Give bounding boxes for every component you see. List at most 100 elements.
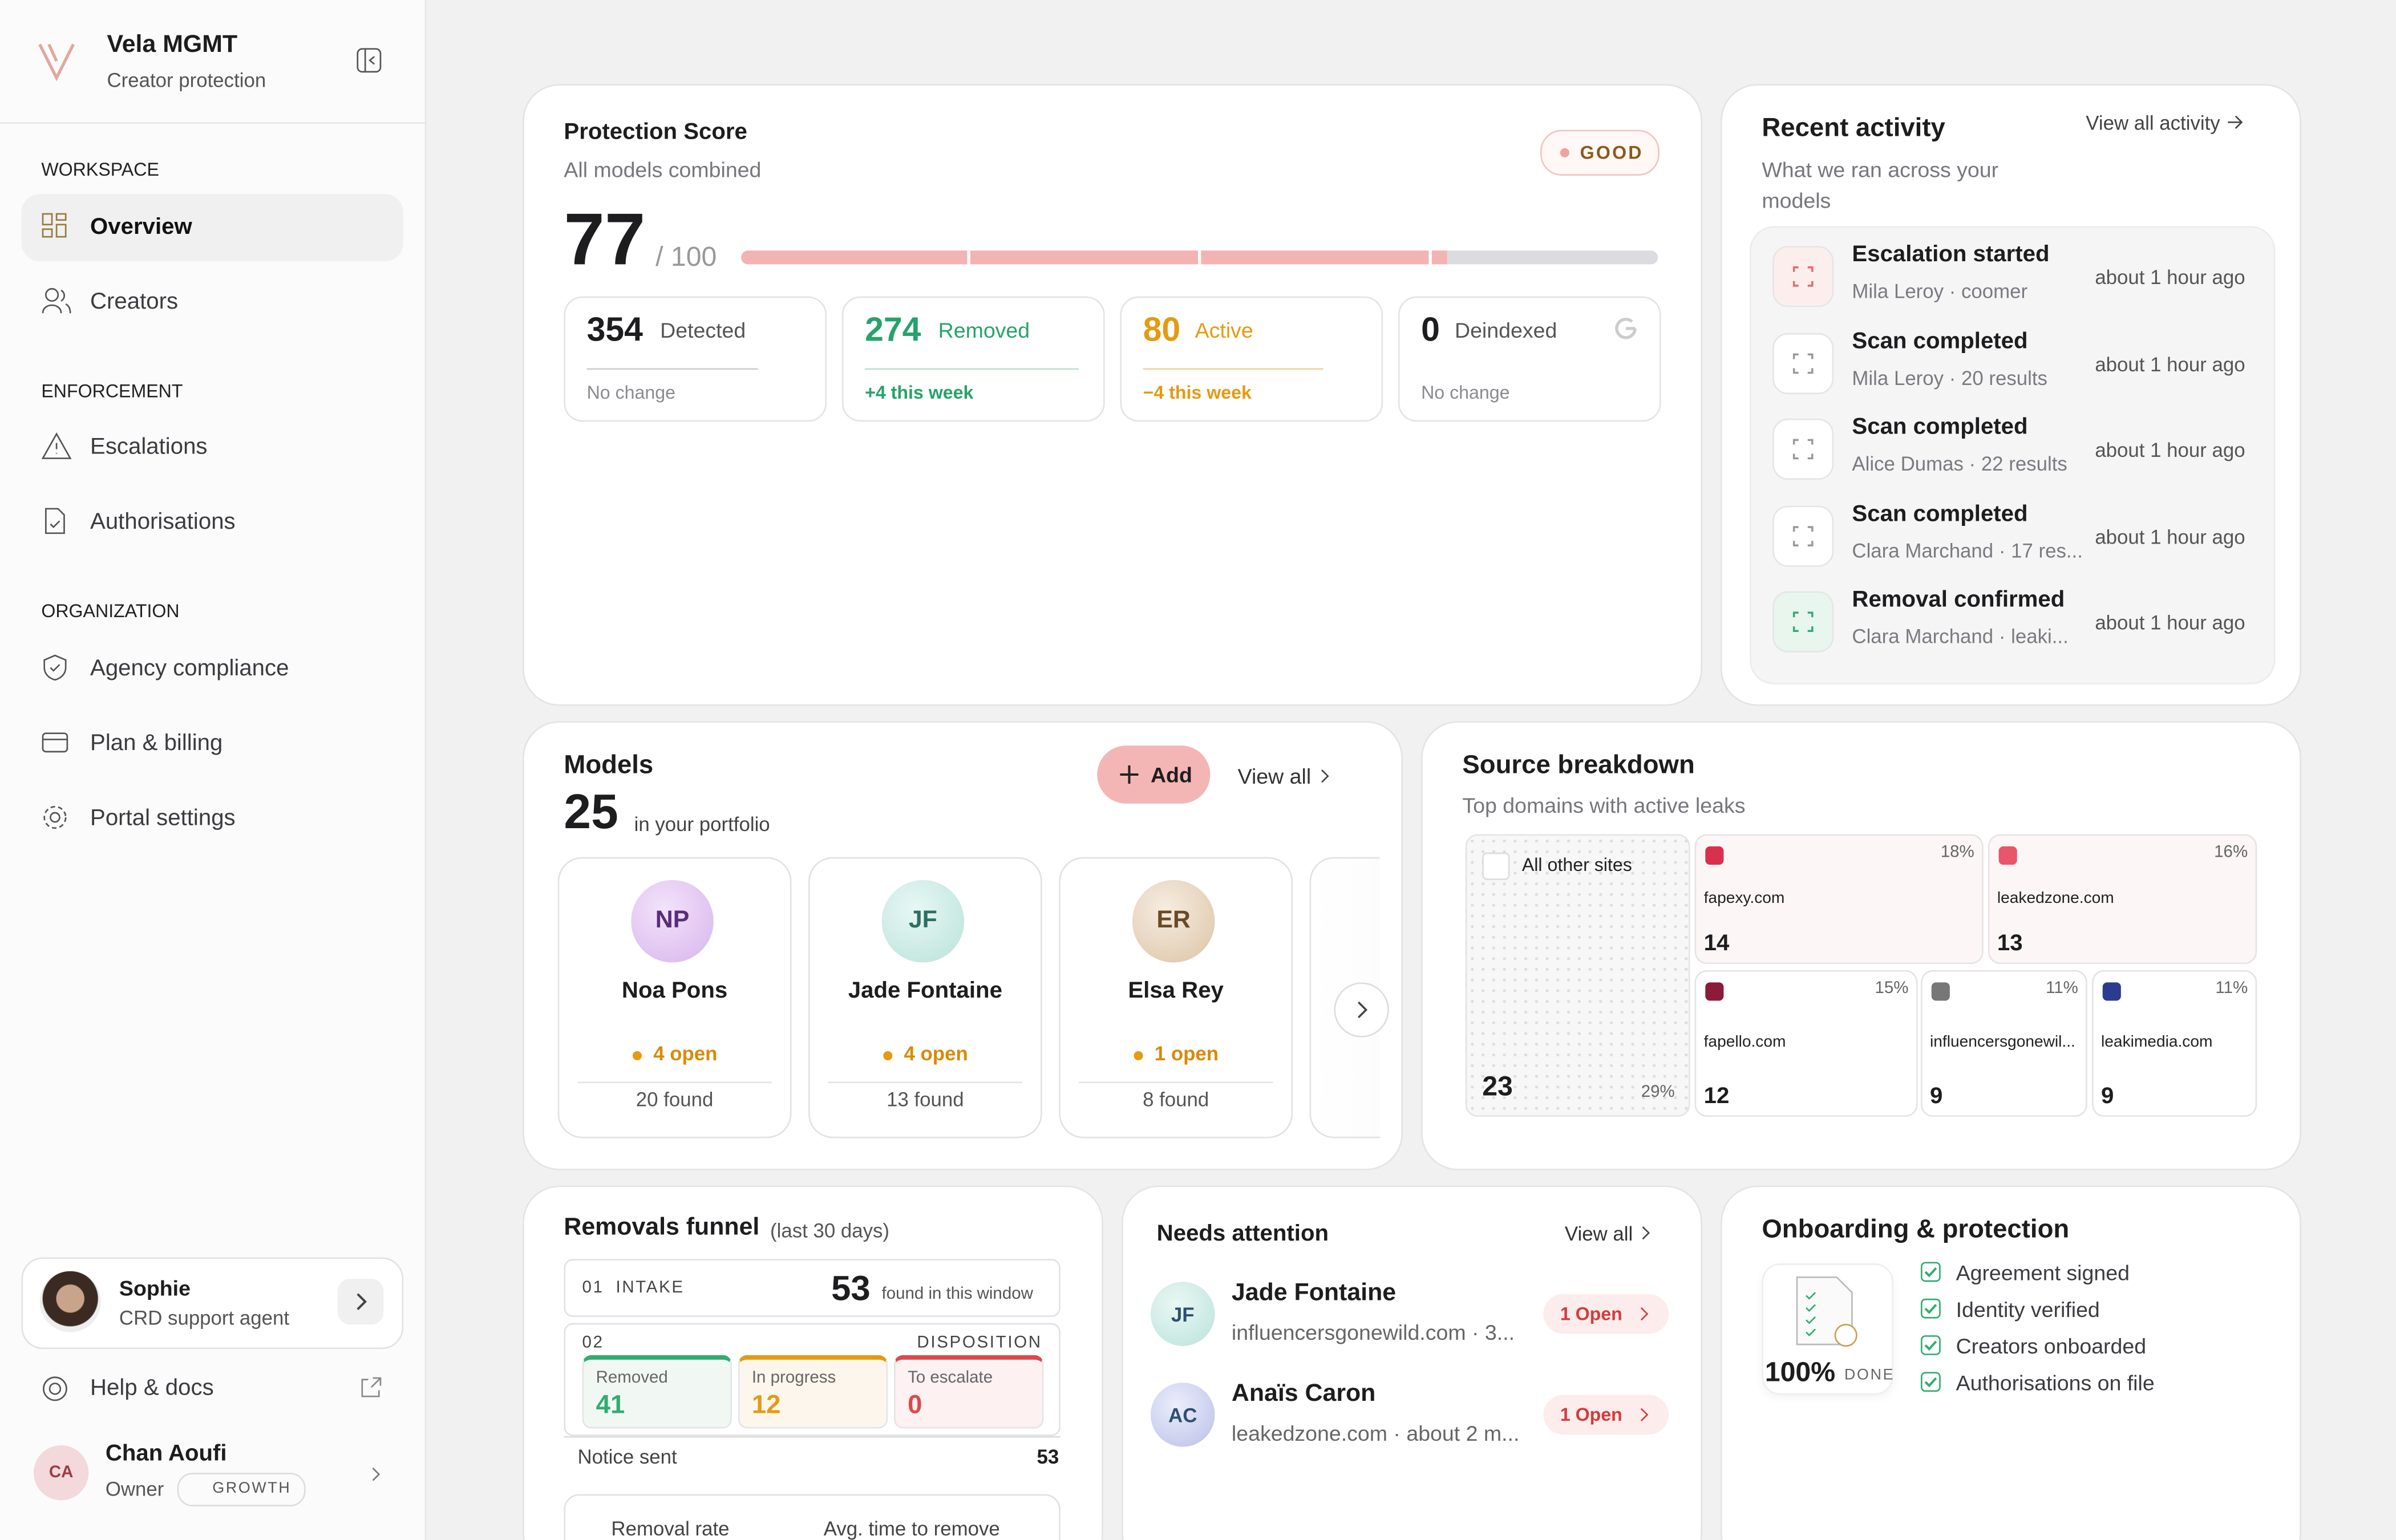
activity-item[interactable]: Scan completed Alice Dumas · 22 results ab… bbox=[1751, 406, 2274, 492]
activity-detail: Clara Marchand · 17 res... bbox=[1852, 538, 2083, 562]
support-open[interactable] bbox=[337, 1278, 384, 1325]
done-label: DONE bbox=[1844, 1367, 1895, 1384]
model-open: 4 open bbox=[559, 1042, 790, 1065]
tile-icon bbox=[1998, 846, 2017, 865]
nav-item[interactable]: Plan & billing bbox=[21, 711, 403, 778]
logo bbox=[38, 43, 75, 82]
tile-count: 23 bbox=[1482, 1071, 1513, 1102]
user-role: Owner bbox=[105, 1477, 164, 1501]
protection-card: Protection Score All models combined GOO… bbox=[523, 84, 1702, 706]
stat-value: 354 bbox=[586, 310, 643, 348]
model-open: 4 open bbox=[810, 1042, 1041, 1065]
check-label: Identity verified bbox=[1956, 1297, 2100, 1322]
source-tile[interactable]: 11% leakimedia.com 9 bbox=[2091, 970, 2257, 1117]
carousel-next[interactable] bbox=[1334, 982, 1389, 1038]
model-card[interactable]: JF Jade Fontaine 4 open 13 found bbox=[808, 857, 1042, 1138]
stat-box: 0 Deindexed No change bbox=[1398, 296, 1661, 422]
support-role: CRD support agent bbox=[119, 1306, 290, 1330]
view-all-link[interactable]: View all bbox=[1238, 764, 1333, 788]
nav-item[interactable]: Authorisations bbox=[21, 489, 403, 556]
add-button[interactable]: Add bbox=[1097, 745, 1211, 804]
card-subtitle: Top domains with active leaks bbox=[1462, 793, 1746, 818]
model-card[interactable]: ER Elsa Rey 1 open 8 found bbox=[1059, 857, 1293, 1138]
activity-detail: Mila Leroy · coomer bbox=[1852, 279, 2028, 303]
disposition-item: In progress 12 bbox=[738, 1355, 888, 1429]
models-card: Models 25 in your portfolio Add View all… bbox=[523, 721, 1403, 1170]
metric-label: Removal rate bbox=[611, 1517, 730, 1540]
model-card[interactable]: NP Noa Pons 4 open 20 found bbox=[557, 857, 792, 1138]
step-label: DISPOSITION bbox=[917, 1334, 1042, 1352]
activity-item[interactable]: Scan completed Clara Marchand · 17 res...… bbox=[1751, 493, 2274, 578]
activity-item[interactable]: Removal confirmed Clara Marchand · leaki.… bbox=[1751, 579, 2274, 664]
open-badge[interactable]: 1 Open bbox=[1543, 1395, 1669, 1435]
stat-note: No change bbox=[586, 382, 676, 404]
tagline: Creator protection bbox=[107, 68, 266, 92]
activity-icon bbox=[1772, 332, 1834, 394]
disposition-label: Removed bbox=[596, 1368, 668, 1388]
sparkline bbox=[1143, 368, 1324, 370]
divider bbox=[1079, 1081, 1273, 1084]
badge-label: 1 Open bbox=[1560, 1303, 1622, 1325]
stat-box: 354 Detected No change bbox=[564, 296, 827, 422]
open-badge[interactable]: 1 Open bbox=[1543, 1294, 1669, 1334]
source-tile[interactable]: 11% influencersgonewil... 9 bbox=[1920, 970, 2087, 1117]
divider bbox=[564, 1436, 1061, 1438]
stat-value: 80 bbox=[1143, 310, 1181, 348]
help-link[interactable]: Help & docs bbox=[90, 1375, 214, 1401]
activity-title: Scan completed bbox=[1852, 414, 2028, 440]
add-label: Add bbox=[1150, 762, 1192, 787]
activity-item[interactable]: Scan completed Mila Leroy · 20 results abo… bbox=[1751, 320, 2274, 406]
nav-item[interactable]: Escalations bbox=[21, 414, 403, 481]
support-name: Sophie bbox=[119, 1275, 191, 1300]
card-title: Models bbox=[564, 750, 654, 780]
nav-item[interactable]: Creators bbox=[21, 269, 403, 336]
activity-card: Recent activity View all activity What w… bbox=[1721, 84, 2301, 706]
activity-icon bbox=[1772, 591, 1834, 653]
source-tile[interactable]: 15% fapello.com 12 bbox=[1694, 970, 1918, 1117]
source-tile[interactable]: 16% leakedzone.com 13 bbox=[1988, 834, 2257, 964]
activity-item[interactable]: Escalation started Mila Leroy · coomer abo… bbox=[1751, 234, 2274, 319]
document-illustration bbox=[1762, 1263, 1893, 1395]
attention-avatar: JF bbox=[1150, 1282, 1215, 1346]
nav-item[interactable]: Agency compliance bbox=[21, 635, 403, 703]
open-dot bbox=[1133, 1050, 1143, 1060]
check-box bbox=[1920, 1262, 1941, 1282]
step-label: INTAKE bbox=[616, 1278, 685, 1298]
tile-percent: 29% bbox=[1641, 1083, 1675, 1102]
support-card[interactable]: Sophie CRD support agent bbox=[21, 1257, 404, 1349]
nav-label: Portal settings bbox=[90, 805, 236, 832]
activity-time: about 1 hour ago bbox=[2095, 352, 2245, 375]
model-avatar: NP bbox=[631, 880, 714, 963]
source-tile[interactable]: All other sites 23 29% bbox=[1465, 834, 1690, 1117]
metrics-box: Removal rate Avg. time to remove bbox=[564, 1494, 1061, 1540]
attention-avatar: AC bbox=[1150, 1383, 1215, 1447]
open-dot bbox=[632, 1050, 641, 1060]
model-count-label: in your portfolio bbox=[634, 812, 770, 836]
model-carousel: NP Noa Pons 4 open 20 found JF Jade Fontaine 4… bbox=[524, 723, 1380, 1169]
collapse-button[interactable] bbox=[356, 47, 382, 74]
card-title: Removals funnel bbox=[564, 1214, 760, 1241]
link-label: View all bbox=[1564, 1222, 1633, 1246]
user-avatar: CA bbox=[33, 1445, 89, 1501]
tile-percent: 16% bbox=[2214, 843, 2248, 862]
tile-icon bbox=[1482, 852, 1510, 880]
tile-count: 9 bbox=[1930, 1083, 1943, 1109]
tile-name: influencersgonewil... bbox=[1930, 1032, 2075, 1051]
view-all-link[interactable]: View all activity bbox=[2086, 112, 2244, 135]
view-all-link[interactable]: View all bbox=[1565, 1222, 1654, 1245]
model-found: 13 found bbox=[887, 1088, 964, 1111]
stat-label: Removed bbox=[938, 318, 1030, 342]
section-title: ORGANIZATION bbox=[41, 600, 180, 622]
source-tile[interactable]: 18% fapexy.com 14 bbox=[1694, 834, 1984, 964]
metric-label: Avg. time to remove bbox=[823, 1517, 1000, 1540]
tile-percent: 15% bbox=[1875, 979, 1909, 998]
stat-box: 80 Active −4 this week bbox=[1120, 296, 1383, 422]
open-count: 4 open bbox=[904, 1041, 968, 1065]
nav-item[interactable]: Overview bbox=[21, 194, 404, 262]
activity-time: about 1 hour ago bbox=[2095, 611, 2245, 634]
activity-icon bbox=[1772, 505, 1834, 566]
nav-item[interactable]: Portal settings bbox=[21, 785, 403, 853]
user-menu-chevron[interactable] bbox=[369, 1464, 384, 1485]
attention-list: JF Jade Fontaine influencersgonewild.com ·… bbox=[1123, 1187, 1701, 1540]
